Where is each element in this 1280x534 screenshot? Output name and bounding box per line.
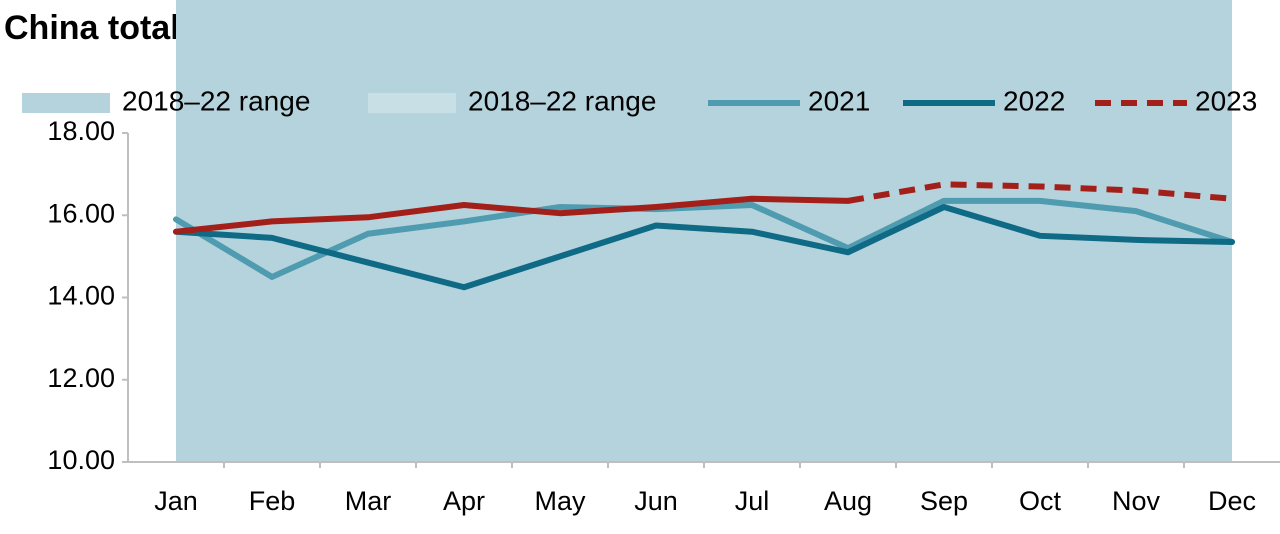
legend-swatch [22, 93, 110, 113]
x-tick-label: Apr [443, 486, 485, 516]
y-tick-label: 12.00 [47, 363, 115, 393]
y-tick-label: 18.00 [47, 116, 115, 146]
line-2021 [173, 197, 1235, 280]
y-tick-label: 10.00 [47, 445, 115, 475]
legend-label: 2018–22 range [468, 85, 656, 116]
x-tick-label: Oct [1019, 486, 1062, 516]
legend-label: 2022 [1003, 85, 1065, 116]
x-tick-label: Sep [920, 486, 968, 516]
y-tick-label: 14.00 [47, 281, 115, 311]
x-tick-label: Mar [345, 486, 392, 516]
line-2023 [173, 195, 851, 235]
x-tick-label: Jan [154, 486, 198, 516]
x-tick-label: Jun [634, 486, 678, 516]
line-2022 [173, 204, 1235, 291]
x-tick-label: May [534, 486, 586, 516]
x-tick-label: Aug [824, 486, 872, 516]
legend-label: 2023 [1195, 85, 1257, 116]
line-2023 [847, 181, 1233, 204]
legend-swatch [368, 93, 456, 113]
x-tick-label: Nov [1112, 486, 1161, 516]
x-tick-label: Feb [249, 486, 296, 516]
legend-label: 2018–22 range [122, 85, 310, 116]
y-tick-label: 16.00 [47, 198, 115, 228]
legend-label: 2021 [808, 85, 870, 116]
x-tick-label: Dec [1208, 486, 1256, 516]
x-tick-label: Jul [735, 486, 770, 516]
